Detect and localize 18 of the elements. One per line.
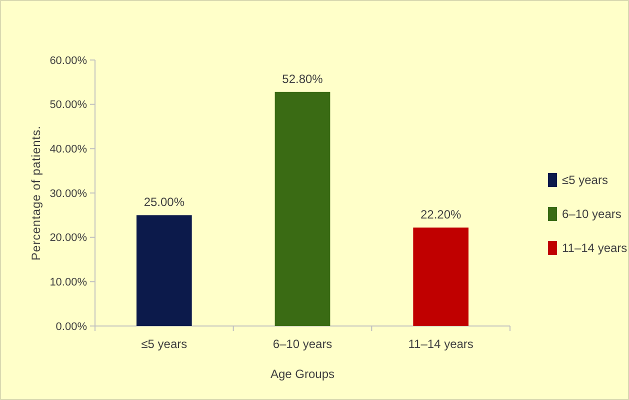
legend-label: 6–10 years: [562, 207, 622, 222]
y-tick-label: 60.00%: [50, 54, 88, 67]
legend-label: ≤5 years: [562, 173, 608, 188]
x-tick-label: 6–10 years: [272, 337, 332, 351]
y-axis-title: Percentage of patients.: [29, 126, 43, 260]
x-axis-title: Age Groups: [270, 367, 335, 381]
legend-label: 11–14 years: [562, 241, 628, 256]
y-tick-label: 10.00%: [50, 276, 88, 289]
data-label: 25.00%: [144, 195, 185, 210]
data-label: 52.80%: [282, 72, 324, 86]
data-label: 22.20%: [420, 208, 462, 222]
y-tick-label: 50.00%: [50, 99, 88, 112]
x-tick-label: 11–14 years: [408, 337, 474, 351]
y-tick-label: 30.00%: [50, 188, 88, 200]
y-tick-label: 20.00%: [50, 232, 88, 244]
y-tick-label: 40.00%: [50, 144, 88, 156]
y-tick-label: 0.00%: [56, 320, 88, 333]
x-tick-label: ≤5 years: [141, 337, 188, 351]
